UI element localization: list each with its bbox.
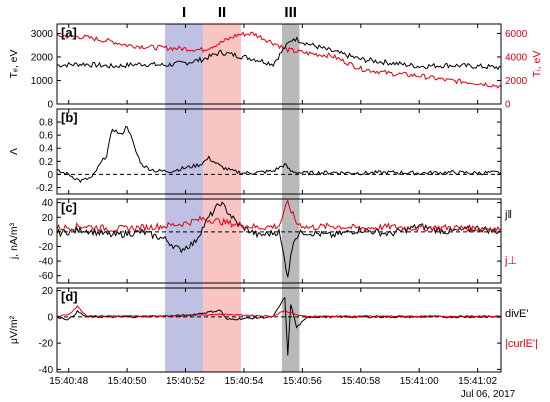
- y-tick-label: 0.6: [39, 131, 53, 142]
- panels: [56, 31, 502, 356]
- series-line-j-3: [56, 201, 502, 278]
- y-tick-label: 0.4: [39, 144, 53, 155]
- legend-entry: divE': [505, 308, 529, 320]
- y-tick-label: -20: [39, 339, 54, 350]
- panel-frame-2: [56, 108, 502, 195]
- interval-band-I: [165, 24, 204, 372]
- y-axis-label: Tₑ, eV: [8, 50, 20, 79]
- y-tick-label: 1000: [31, 76, 54, 87]
- legend-entry: j⊥: [504, 255, 517, 267]
- y-tick-label: 0: [47, 227, 53, 238]
- y-tick-label: 20: [42, 213, 54, 224]
- y-tick-label-right: 6000: [505, 29, 528, 40]
- y-tick-label: 40: [42, 198, 54, 209]
- y-tick-label-right: 0: [505, 100, 511, 111]
- y-tick-label-right: 4000: [505, 52, 528, 63]
- y-tick-label: 0.8: [39, 118, 53, 129]
- series-line--2: [57, 126, 502, 184]
- series-line-divE-4: [56, 296, 502, 356]
- interval-band-III: [281, 24, 300, 372]
- x-tick-label: 15:40:56: [283, 376, 322, 387]
- interval-label-II: II: [218, 4, 226, 21]
- y-tick-label: 0.2: [39, 157, 53, 168]
- y-tick-label: -20: [39, 242, 54, 253]
- series-line-Ti-1: [56, 31, 502, 89]
- x-tick-label: 15:40:52: [166, 376, 205, 387]
- y-tick-label: 3000: [31, 29, 54, 40]
- panel-3: [56, 199, 502, 278]
- y-tick-label: 2000: [31, 52, 54, 63]
- x-tick-label: 15:41:02: [458, 376, 497, 387]
- series-line-Te-1: [56, 36, 502, 71]
- y-tick-label: 0: [47, 170, 53, 181]
- y-tick-label: -40: [39, 257, 54, 268]
- y-tick-label: -60: [39, 271, 54, 282]
- y-axis-label: j, nA/m³: [8, 222, 20, 260]
- panel-frames: [56, 23, 502, 373]
- panel-tag: [c]: [61, 200, 77, 215]
- series-line-curlE-4: [56, 305, 501, 318]
- interval-bands: [165, 24, 300, 372]
- x-tick-label: 15:40:54: [224, 376, 263, 387]
- y-axis-label-right: Tᵢ, eV: [531, 51, 543, 78]
- panel-tag: [d]: [61, 289, 78, 304]
- series-line-j-3: [56, 199, 502, 233]
- date-label: Jul 06, 2017: [461, 389, 516, 400]
- panel-2: [57, 126, 502, 184]
- y-tick-label: 20: [42, 286, 54, 297]
- y-tick-label-right: 2000: [505, 76, 528, 87]
- panel-frame-1: [56, 23, 502, 105]
- y-tick-label: 0: [47, 312, 53, 323]
- y-tick-label: 0: [47, 100, 53, 111]
- panel-tag: [a]: [61, 25, 77, 40]
- panel-tag: [b]: [61, 110, 78, 125]
- y-tick-label: -40: [39, 365, 54, 376]
- y-tick-label: -0.2: [36, 183, 54, 194]
- panel-4: [56, 296, 502, 356]
- x-tick-label: 15:41:00: [400, 376, 439, 387]
- panel-frame-3: [56, 198, 502, 284]
- x-tick-label: 15:40:50: [108, 376, 147, 387]
- y-axis-label: μV/m²: [8, 315, 20, 344]
- interval-label-I: I: [182, 4, 186, 21]
- legend-entry: |curlE'|: [505, 338, 538, 350]
- y-axis-label: Λ: [8, 148, 20, 155]
- legend-entry: j‖: [504, 209, 512, 221]
- x-tick-label: 15:40:48: [49, 376, 88, 387]
- interval-label-III: III: [284, 4, 297, 21]
- panel-frame-4: [56, 287, 502, 373]
- x-tick-label: 15:40:58: [341, 376, 380, 387]
- panel-1: [56, 31, 502, 89]
